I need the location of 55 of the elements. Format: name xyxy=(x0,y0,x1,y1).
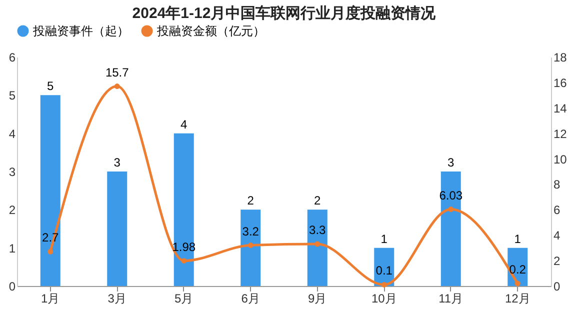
point xyxy=(381,282,387,288)
data-label: 0.1 xyxy=(376,264,393,278)
y2-tick-label: 10 xyxy=(554,152,568,166)
bar xyxy=(240,210,261,286)
data-label: 1 xyxy=(380,232,388,246)
legend-label: 投融资金额（亿元） xyxy=(156,24,265,38)
y2-tick-label: 16 xyxy=(554,76,568,90)
point xyxy=(248,242,254,248)
point xyxy=(114,84,120,89)
legend-label: 投融资事件（起） xyxy=(32,24,129,38)
data-label: 3.2 xyxy=(242,224,260,238)
y-tick-label: 2 xyxy=(8,203,16,218)
x-tick-label: 11月 xyxy=(438,292,464,306)
y2-tick-label: 14 xyxy=(554,101,568,116)
x-tick-label: 3月 xyxy=(108,292,126,306)
y2-tick-label: 4 xyxy=(554,228,560,243)
data-label: 15.7 xyxy=(105,65,130,80)
point xyxy=(48,248,54,254)
bar xyxy=(440,172,461,286)
data-label: 3 xyxy=(114,156,121,170)
point xyxy=(448,206,454,212)
data-label: 2 xyxy=(314,194,322,208)
data-label: 3.3 xyxy=(309,223,326,238)
y2-tick-label: 6 xyxy=(554,203,560,218)
data-label: 4 xyxy=(180,117,188,132)
data-label: 2 xyxy=(247,194,254,208)
y2-tick-label: 2 xyxy=(554,254,560,268)
x-tick-label: 10月 xyxy=(371,292,397,306)
y-tick-label: 4 xyxy=(8,126,16,141)
x-tick-label: 1月 xyxy=(41,292,60,306)
y-tick-label: 1 xyxy=(8,241,16,256)
bar xyxy=(307,210,328,286)
data-label: 3 xyxy=(448,156,455,170)
y-tick-label: 5 xyxy=(8,88,16,103)
x-tick-label: 12月 xyxy=(504,292,530,306)
bar xyxy=(107,172,128,286)
y2-tick-label: 12 xyxy=(554,126,568,141)
y2-tick-label: 0 xyxy=(554,280,560,294)
chart-title: 2024年1-12月中国车联网行业月度投融资情况 xyxy=(132,4,437,22)
x-tick-label: 5月 xyxy=(174,292,194,306)
data-label: 0.2 xyxy=(509,262,526,276)
x-tick-label: 6月 xyxy=(241,292,260,306)
y2-tick-label: 18 xyxy=(554,50,568,64)
y-tick-label: 0 xyxy=(8,280,16,294)
data-label: 1 xyxy=(514,232,522,246)
y-tick-label: 6 xyxy=(8,50,16,64)
data-label: 5 xyxy=(47,79,54,94)
bar xyxy=(40,95,60,286)
x-tick-label: 9月 xyxy=(308,292,327,306)
y-tick-label: 3 xyxy=(8,165,16,179)
point xyxy=(314,241,320,247)
y2-tick-label: 8 xyxy=(554,178,560,192)
bar xyxy=(174,133,194,286)
point xyxy=(514,280,520,286)
point xyxy=(181,258,187,264)
